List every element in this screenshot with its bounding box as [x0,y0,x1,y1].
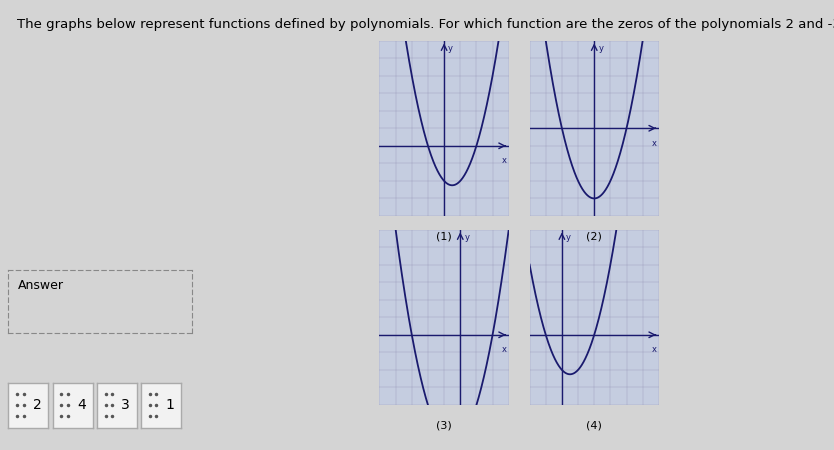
Text: x: x [651,139,656,148]
Text: Answer: Answer [18,279,63,292]
Text: The graphs below represent functions defined by polynomials. For which function : The graphs below represent functions def… [17,18,834,31]
Text: y: y [598,44,603,53]
Text: (4): (4) [586,421,602,431]
Text: (2): (2) [586,232,602,242]
Text: y: y [465,233,470,242]
Text: x: x [501,345,506,354]
Text: (3): (3) [436,421,452,431]
Text: 1: 1 [165,398,174,412]
Text: 3: 3 [121,398,130,412]
Text: 2: 2 [33,398,42,412]
Text: x: x [501,156,506,165]
Text: x: x [651,345,656,354]
Text: y: y [448,44,453,53]
Text: 4: 4 [77,398,86,412]
Text: y: y [566,233,571,242]
Text: (1): (1) [436,232,452,242]
